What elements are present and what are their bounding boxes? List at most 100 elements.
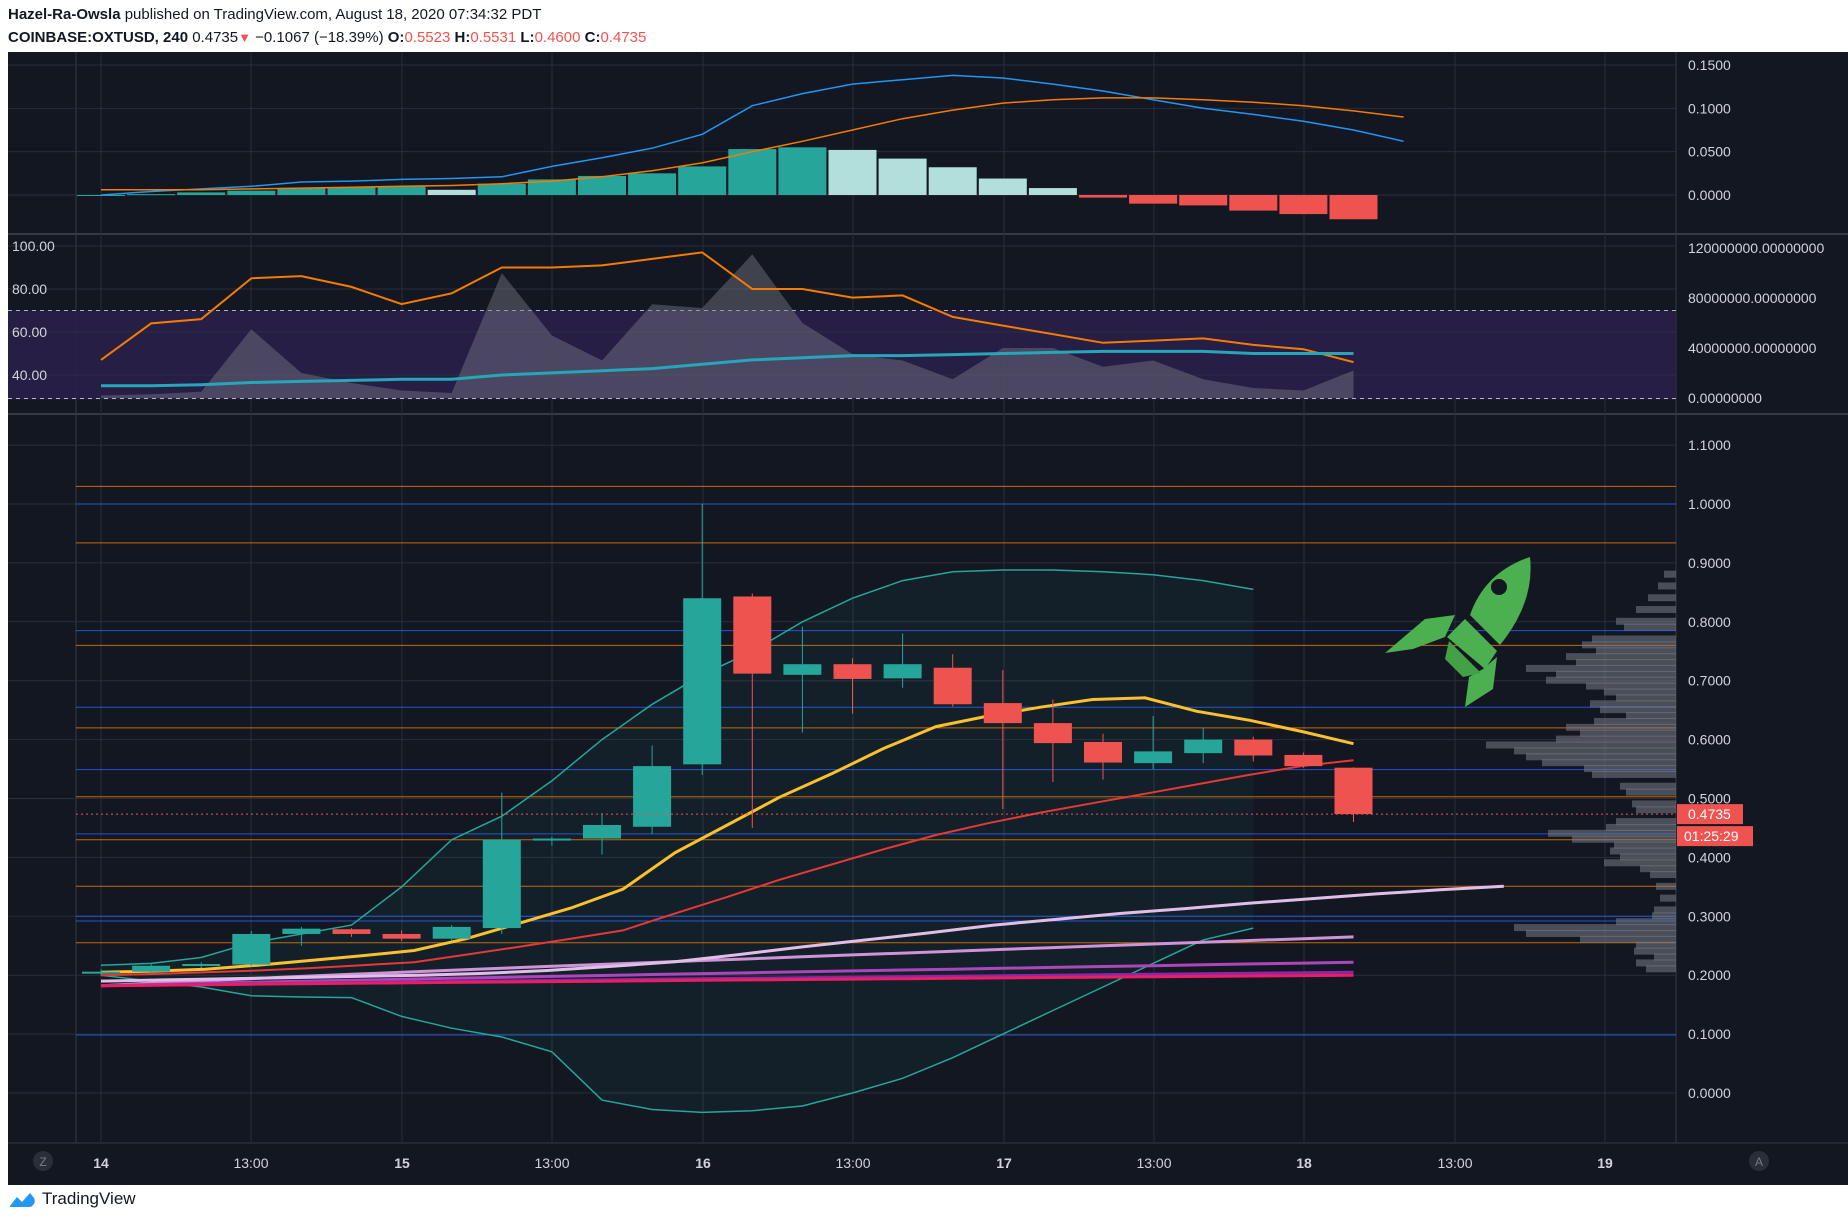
volume-profile-bar (1514, 747, 1676, 755)
volume-profile-bar (1610, 847, 1676, 855)
volume-tick-label: 120000000.00000000 (1688, 240, 1824, 256)
time-tick-label: 19 (1597, 1155, 1613, 1171)
volume-profile-bar (1620, 853, 1676, 861)
candle-body (883, 664, 922, 679)
last-price-tag-label: 0.4735 (1688, 806, 1731, 822)
candle-body (132, 965, 171, 972)
macd-signal-line (101, 97, 1404, 191)
candle-body (833, 664, 872, 679)
low-label: L: (520, 29, 535, 46)
price-pane[interactable] (8, 444, 1676, 1114)
chart-header-line-2: COINBASE:OXTUSD, 240 0.4735▼ −0.1067 (−1… (8, 29, 646, 46)
volume-profile-bar (1636, 959, 1676, 967)
rocket-base (1445, 641, 1481, 677)
price-tick-label: 0.6000 (1688, 732, 1731, 748)
volume-profile-bar (1586, 682, 1676, 690)
macd-histogram-bar (878, 158, 927, 195)
bollinger-lower-line (100, 927, 1254, 1114)
candle-body (583, 825, 621, 839)
volume-profile-bar (1584, 765, 1676, 773)
candle-body (382, 933, 421, 939)
low-value: 0.4600 (534, 29, 581, 46)
volume-profile-bar (1658, 582, 1676, 590)
price-tick-label: 1.1000 (1688, 437, 1731, 453)
volume-profile-bar (1542, 759, 1676, 767)
volume-tick-label: 80000000.00000000 (1688, 290, 1817, 306)
macd-pane[interactable] (8, 64, 1676, 220)
countdown-tag (1677, 826, 1753, 847)
axis-background (1676, 52, 1848, 1185)
high-label: H: (454, 29, 471, 46)
long-moving-average-line (100, 960, 1354, 988)
rsi-pane[interactable]: 100.00 80.00 60.00 40.00 (8, 238, 1676, 400)
volume-profile-bar (1624, 623, 1676, 631)
macd-tick-label: 0.0500 (1688, 144, 1731, 160)
volume-profile-bar (1646, 965, 1676, 973)
price-tick-label: 0.5000 (1688, 791, 1731, 807)
time-tick-label: 13:00 (1437, 1155, 1472, 1171)
time-tick-label: 16 (695, 1155, 711, 1171)
volume-profile-bar (1640, 865, 1676, 873)
candle-body (1033, 723, 1072, 744)
candle-body (1184, 739, 1223, 754)
price-axis[interactable]: 0.1500 0.1000 0.0500 0.0000 120000000.000000… (1677, 57, 1824, 1101)
candle-body (1084, 741, 1122, 763)
volume-profile-bar (1626, 788, 1676, 796)
macd-histogram-bar (678, 166, 727, 195)
volume-profile-bar (1594, 717, 1676, 725)
candle-body (933, 667, 972, 705)
macd-histogram-bar (377, 186, 426, 195)
macd-histogram-bar (828, 149, 877, 195)
macd-tick-label: 0.0000 (1688, 187, 1731, 203)
volume-profile-bar (1590, 700, 1676, 708)
volume-profile-bar (1654, 953, 1676, 961)
candle-body (532, 838, 571, 841)
open-value: 0.5523 (404, 29, 451, 46)
price-change: −0.1067 (−18.39%) (255, 29, 384, 46)
volume-profile-bar (1606, 823, 1676, 831)
price-tick-label: 0.8000 (1688, 614, 1731, 630)
macd-histogram-bar (1279, 195, 1328, 215)
a-button-label: A (1755, 1155, 1763, 1169)
bollinger-upper-line (100, 569, 1254, 966)
macd-histogram-bar (578, 175, 626, 195)
candle-body (282, 928, 321, 934)
candle-body (1284, 754, 1323, 767)
macd-tick-label: 0.1000 (1688, 100, 1731, 116)
candle-body (783, 664, 822, 675)
tradingview-logo[interactable]: TradingView (8, 1189, 136, 1209)
z-button (33, 1151, 53, 1171)
rsi-tick-label: 80.00 (12, 281, 47, 297)
volume-profile-bar (1556, 670, 1676, 678)
volume-profile-bar (1616, 694, 1676, 702)
candle-body (232, 933, 271, 965)
countdown-tag-label: 01:25:29 (1684, 828, 1739, 844)
volume-profile-bar (1596, 647, 1676, 655)
time-tick-label: 17 (996, 1155, 1012, 1171)
macd-histogram-bar (1329, 195, 1378, 220)
candle-body (1334, 767, 1373, 815)
macd-histogram-bar (527, 179, 576, 195)
macd-line (100, 74, 1404, 196)
macd-tick-label: 0.1500 (1688, 57, 1731, 73)
footer-bar (0, 1185, 1848, 1226)
ema-fast-line (100, 696, 1354, 974)
symbol-label[interactable]: COINBASE:OXTUSD, 240 (8, 29, 189, 46)
volume-profile-bar (1566, 723, 1676, 731)
grid (8, 52, 1848, 1144)
time-axis[interactable]: 14 13:00 15 13:00 16 13:00 17 13:00 18 13:00 19 Z A (33, 1151, 1769, 1171)
macd-histogram-bar (1079, 195, 1127, 198)
rocket-nose (1470, 557, 1531, 645)
macd-histogram-bar (1179, 195, 1228, 206)
candle-body (482, 839, 521, 929)
macd-histogram-bar (227, 190, 276, 195)
macd-histogram-bar (978, 178, 1027, 195)
price-tick-label: 1.0000 (1688, 496, 1731, 512)
macd-histogram-bar (928, 167, 977, 195)
volume-profile-bar (1592, 635, 1676, 643)
author-name[interactable]: Hazel-Ra-Owsla (8, 6, 121, 23)
macd-histogram-bar (277, 188, 326, 195)
last-price-tag (1677, 804, 1743, 825)
candle-body (182, 964, 221, 967)
